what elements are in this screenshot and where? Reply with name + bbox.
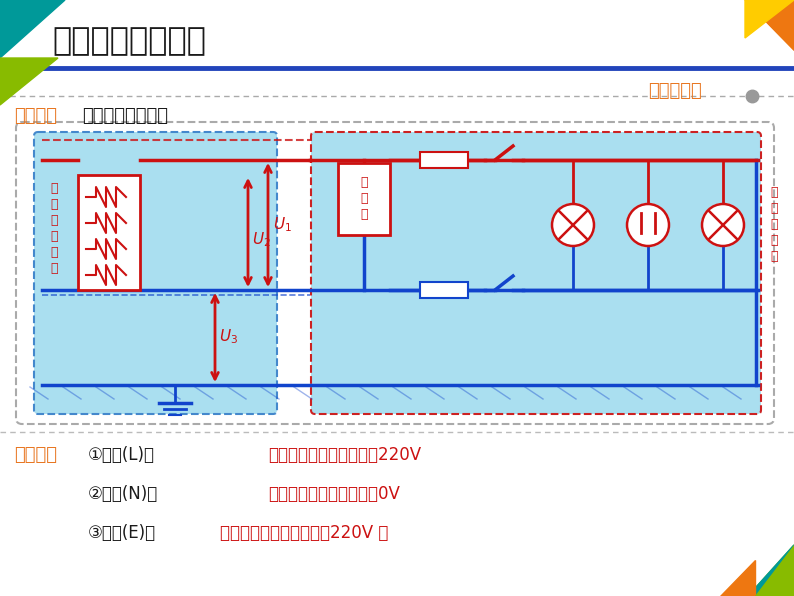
FancyBboxPatch shape	[16, 122, 774, 424]
Polygon shape	[745, 0, 794, 50]
Text: 【组成】: 【组成】	[14, 446, 57, 464]
Text: 【实质】: 【实质】	[14, 107, 57, 125]
FancyBboxPatch shape	[311, 132, 761, 414]
Circle shape	[702, 204, 744, 246]
Bar	[338, 163, 390, 235]
Polygon shape	[748, 545, 794, 596]
Bar	[78, 175, 140, 290]
Text: ①火线(L)：: ①火线(L)：	[88, 446, 155, 464]
Text: 低
压
供
电
电
源: 低 压 供 电 电 源	[50, 182, 58, 275]
Text: 【进户线】: 【进户线】	[648, 82, 702, 100]
Text: 家
庭
用
户
端: 家 庭 用 户 端	[770, 187, 777, 263]
Text: 火线与零线之间的电压是220V: 火线与零线之间的电压是220V	[268, 446, 421, 464]
Bar	[420, 282, 468, 298]
Polygon shape	[720, 560, 755, 596]
Text: $U_1$: $U_1$	[273, 216, 292, 234]
Text: ③地线(E)：: ③地线(E)：	[88, 524, 156, 542]
FancyBboxPatch shape	[34, 132, 277, 414]
Text: 电
能
表: 电 能 表	[360, 176, 368, 222]
Text: $U_3$: $U_3$	[219, 328, 238, 346]
Circle shape	[627, 204, 669, 246]
Polygon shape	[0, 58, 58, 105]
Text: ②零线(N)：: ②零线(N)：	[88, 485, 158, 503]
Circle shape	[552, 204, 594, 246]
Polygon shape	[745, 0, 794, 38]
Text: $U_2$: $U_2$	[252, 231, 271, 249]
Text: 零线与大地之间的电压是0V: 零线与大地之间的电压是0V	[268, 485, 400, 503]
Polygon shape	[748, 545, 794, 596]
Polygon shape	[0, 0, 65, 58]
Text: 三、家庭电路结构: 三、家庭电路结构	[52, 26, 206, 57]
Text: 家庭电路的电源。: 家庭电路的电源。	[82, 107, 168, 125]
Polygon shape	[755, 545, 794, 596]
Polygon shape	[745, 0, 794, 50]
Bar	[420, 152, 468, 168]
Text: 火线与大地之间的电压是220V 。: 火线与大地之间的电压是220V 。	[220, 524, 388, 542]
